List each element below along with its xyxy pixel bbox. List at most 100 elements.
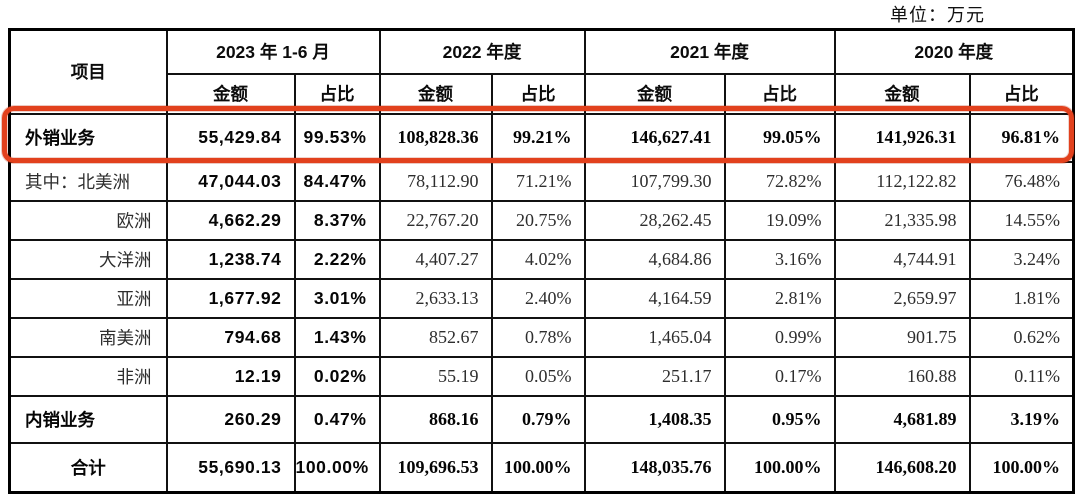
table-cell: 1,465.04 xyxy=(583,316,726,358)
table-cell: 78,112.90 xyxy=(378,160,493,202)
table-cell: 76.48% xyxy=(968,160,1075,202)
table-cell: 0.05% xyxy=(490,355,586,397)
row-label: 外销业务 xyxy=(8,112,168,163)
table-row-africa: 非洲 12.19 0.02% 55.19 0.05% 251.17 0.17% … xyxy=(8,355,1075,397)
table-cell: 112,122.82 xyxy=(833,160,971,202)
table-row-total: 合计 55,690.13 100.00% 109,696.53 100.00% … xyxy=(8,441,1075,494)
table-cell: 55.19 xyxy=(378,355,493,397)
table-cell: 160.88 xyxy=(833,355,971,397)
table-cell: 47,044.03 xyxy=(165,160,296,202)
table-cell: 21,335.98 xyxy=(833,199,971,241)
table-cell: 2.22% xyxy=(293,238,381,280)
table-cell: 0.78% xyxy=(490,316,586,358)
subheader-share: 占比 xyxy=(968,72,1075,115)
table-cell: 2,633.13 xyxy=(378,277,493,319)
table-cell: 100.00% xyxy=(293,441,381,494)
table-cell: 251.17 xyxy=(583,355,726,397)
table-cell: 72.82% xyxy=(723,160,836,202)
table-cell: 84.47% xyxy=(293,160,381,202)
table-cell: 2,659.97 xyxy=(833,277,971,319)
table-row-europe: 欧洲 4,662.29 8.37% 22,767.20 20.75% 28,26… xyxy=(8,199,1075,241)
subheader-share: 占比 xyxy=(293,72,381,115)
subheader-amount: 金额 xyxy=(583,72,726,115)
table-cell: 0.11% xyxy=(968,355,1075,397)
table-cell: 12.19 xyxy=(165,355,296,397)
table-cell: 3.01% xyxy=(293,277,381,319)
table-cell: 901.75 xyxy=(833,316,971,358)
table-cell: 4,744.91 xyxy=(833,238,971,280)
table-cell: 100.00% xyxy=(723,441,836,494)
table-row-south-america: 南美洲 794.68 1.43% 852.67 0.78% 1,465.04 0… xyxy=(8,316,1075,358)
table-cell: 2.81% xyxy=(723,277,836,319)
column-header-2021: 2021 年度 xyxy=(583,28,836,75)
table-cell: 260.29 xyxy=(165,394,296,444)
row-label: 大洋洲 xyxy=(8,238,168,280)
table-row-domestic: 内销业务 260.29 0.47% 868.16 0.79% 1,408.35 … xyxy=(8,394,1075,444)
row-label: 南美洲 xyxy=(8,316,168,358)
table-cell: 4,407.27 xyxy=(378,238,493,280)
table-cell: 108,828.36 xyxy=(378,112,493,163)
table-cell: 868.16 xyxy=(378,394,493,444)
header-row-subcolumns: 金额 占比 金额 占比 金额 占比 金额 占比 xyxy=(10,72,1075,115)
table-cell: 4.02% xyxy=(490,238,586,280)
table-cell: 1,238.74 xyxy=(165,238,296,280)
table-cell: 4,164.59 xyxy=(583,277,726,319)
table-cell: 28,262.45 xyxy=(583,199,726,241)
column-header-2023: 2023 年 1-6 月 xyxy=(165,28,381,75)
subheader-share: 占比 xyxy=(490,72,586,115)
table-cell: 0.17% xyxy=(723,355,836,397)
table-row-asia: 亚洲 1,677.92 3.01% 2,633.13 2.40% 4,164.5… xyxy=(8,277,1075,319)
table-cell: 22,767.20 xyxy=(378,199,493,241)
table-cell: 99.21% xyxy=(490,112,586,163)
table-row-north-america: 其中：北美洲 47,044.03 84.47% 78,112.90 71.21%… xyxy=(8,160,1075,202)
table-row-oceania: 大洋洲 1,238.74 2.22% 4,407.27 4.02% 4,684.… xyxy=(8,238,1075,280)
table-cell: 0.99% xyxy=(723,316,836,358)
table-cell: 100.00% xyxy=(490,441,586,494)
table-cell: 0.79% xyxy=(490,394,586,444)
row-label: 合计 xyxy=(8,441,168,494)
header-row-periods: 项目 2023 年 1-6 月 2022 年度 2021 年度 2020 年度 xyxy=(8,28,1075,115)
table-cell: 852.67 xyxy=(378,316,493,358)
table-cell: 1.43% xyxy=(293,316,381,358)
table-cell: 109,696.53 xyxy=(378,441,493,494)
subheader-amount: 金额 xyxy=(833,72,971,115)
table-cell: 14.55% xyxy=(968,199,1075,241)
subheader-amount: 金额 xyxy=(378,72,493,115)
table-cell: 107,799.30 xyxy=(583,160,726,202)
table-cell: 2.40% xyxy=(490,277,586,319)
table-cell: 99.53% xyxy=(293,112,381,163)
row-label: 亚洲 xyxy=(8,277,168,319)
table-row-export: 外销业务 55,429.84 99.53% 108,828.36 99.21% … xyxy=(8,112,1075,163)
table-cell: 794.68 xyxy=(165,316,296,358)
table-cell: 0.95% xyxy=(723,394,836,444)
subheader-amount: 金额 xyxy=(165,72,296,115)
table-cell: 0.62% xyxy=(968,316,1075,358)
table-cell: 19.09% xyxy=(723,199,836,241)
table-cell: 20.75% xyxy=(490,199,586,241)
row-label: 欧洲 xyxy=(8,199,168,241)
table-cell: 1.81% xyxy=(968,277,1075,319)
table-cell: 148,035.76 xyxy=(583,441,726,494)
table-cell: 1,677.92 xyxy=(165,277,296,319)
table-cell: 1,408.35 xyxy=(583,394,726,444)
column-header-item: 项目 xyxy=(8,28,168,115)
table-cell: 71.21% xyxy=(490,160,586,202)
table-cell: 4,662.29 xyxy=(165,199,296,241)
column-header-2022: 2022 年度 xyxy=(378,28,586,75)
row-label: 其中：北美洲 xyxy=(8,160,168,202)
table-cell: 96.81% xyxy=(968,112,1075,163)
table-cell: 4,684.86 xyxy=(583,238,726,280)
table-cell: 3.19% xyxy=(968,394,1075,444)
table-cell: 100.00% xyxy=(968,441,1075,494)
unit-label: 单位：万元 xyxy=(890,5,985,25)
subheader-share: 占比 xyxy=(723,72,836,115)
table-cell: 3.16% xyxy=(723,238,836,280)
row-label: 非洲 xyxy=(8,355,168,397)
sales-by-region-table: 项目 2023 年 1-6 月 2022 年度 2021 年度 2020 年度 … xyxy=(8,28,1076,494)
table-cell: 8.37% xyxy=(293,199,381,241)
row-label: 内销业务 xyxy=(8,394,168,444)
table-cell: 146,627.41 xyxy=(583,112,726,163)
column-header-2020: 2020 年度 xyxy=(833,28,1075,75)
table-cell: 146,608.20 xyxy=(833,441,971,494)
